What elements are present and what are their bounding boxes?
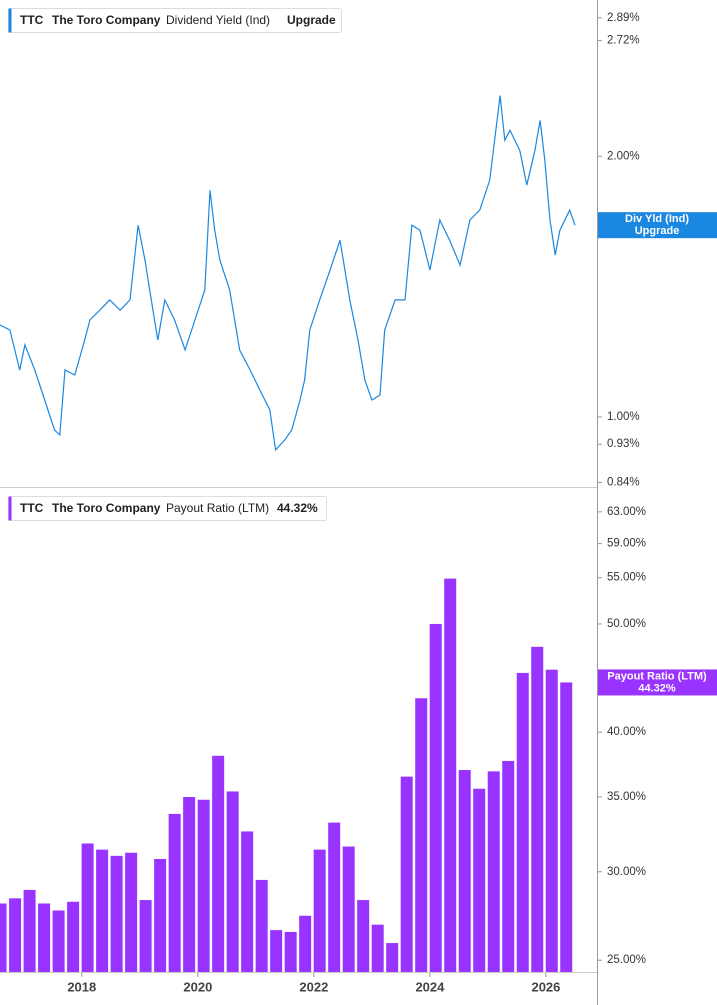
y-tick-label: 35.00% <box>607 791 646 803</box>
value-tag-value: 44.32% <box>638 682 676 694</box>
bar <box>473 788 486 972</box>
value-tag <box>598 669 717 696</box>
bar <box>516 672 529 972</box>
legend-entry: Payout Ratio (LTM) <box>166 501 269 515</box>
bar <box>81 843 94 972</box>
company: The Toro Company <box>52 13 161 27</box>
bar <box>197 799 210 972</box>
bar <box>299 915 312 972</box>
value-tag-value: Upgrade <box>635 225 680 237</box>
bar <box>9 898 22 972</box>
bar <box>502 760 515 972</box>
bar <box>0 903 7 972</box>
x-tick-label: 2026 <box>531 979 560 994</box>
legend-swatch <box>8 496 12 521</box>
bar <box>444 578 457 972</box>
company: The Toro Company <box>52 501 161 515</box>
bar <box>342 846 355 972</box>
bar <box>38 903 51 972</box>
y-tick-label: 2.89% <box>607 12 640 24</box>
bar <box>371 924 384 972</box>
bar <box>241 831 254 972</box>
bar <box>226 791 239 972</box>
bar <box>560 682 573 972</box>
bar <box>125 852 138 972</box>
badge: 44.32% <box>277 501 318 515</box>
value-tag <box>598 212 717 239</box>
y-tick-label: 30.00% <box>607 866 646 878</box>
bar <box>139 900 152 972</box>
x-tick-label: 2018 <box>67 979 96 994</box>
value-tag-label: Div Yld (Ind) <box>625 213 689 225</box>
bar <box>183 796 196 972</box>
y-tick-label: 0.84% <box>607 477 640 489</box>
bar <box>23 889 36 972</box>
ticker: TTC <box>20 13 44 27</box>
bar <box>52 910 65 972</box>
ticker: TTC <box>20 501 44 515</box>
bar <box>96 849 109 972</box>
panel-payout: TTC The Toro Company Payout Ratio (LTM) … <box>0 496 717 994</box>
panel-dividend: TTC The Toro Company Dividend Yield (Ind… <box>0 8 717 489</box>
bar <box>284 931 297 972</box>
y-tick-label: 25.00% <box>607 954 646 966</box>
bar <box>487 771 500 972</box>
y-tick-label: 40.00% <box>607 726 646 738</box>
badge: Upgrade <box>287 13 336 27</box>
bar <box>313 849 326 972</box>
bar <box>415 698 428 972</box>
bar <box>255 879 268 972</box>
bar <box>212 755 225 972</box>
bar <box>67 901 80 972</box>
bar <box>357 900 370 972</box>
bar <box>429 623 442 972</box>
y-tick-label: 1.00% <box>607 411 640 423</box>
y-tick-label: 55.00% <box>607 572 646 584</box>
legend-entry: Dividend Yield (Ind) <box>166 13 270 27</box>
y-tick-label: 59.00% <box>607 538 646 550</box>
bar <box>545 669 558 972</box>
y-tick-label: 50.00% <box>607 618 646 630</box>
bar <box>154 858 167 972</box>
bar <box>400 776 413 972</box>
bar <box>328 822 341 972</box>
bar <box>458 770 471 972</box>
value-tag-label: Payout Ratio (LTM) <box>607 670 707 682</box>
x-tick-label: 2022 <box>299 979 328 994</box>
x-tick-label: 2020 <box>183 979 212 994</box>
y-tick-label: 2.00% <box>607 150 640 162</box>
line-series <box>0 95 576 452</box>
bar <box>386 943 399 972</box>
bar <box>531 646 544 972</box>
bar <box>110 855 123 972</box>
x-tick-label: 2024 <box>415 979 445 994</box>
bar <box>168 813 181 972</box>
y-tick-label: 63.00% <box>607 506 646 518</box>
y-tick-label: 2.72% <box>607 35 640 47</box>
bar <box>270 930 283 972</box>
y-tick-label: 0.93% <box>607 438 640 450</box>
legend-swatch <box>8 8 12 33</box>
